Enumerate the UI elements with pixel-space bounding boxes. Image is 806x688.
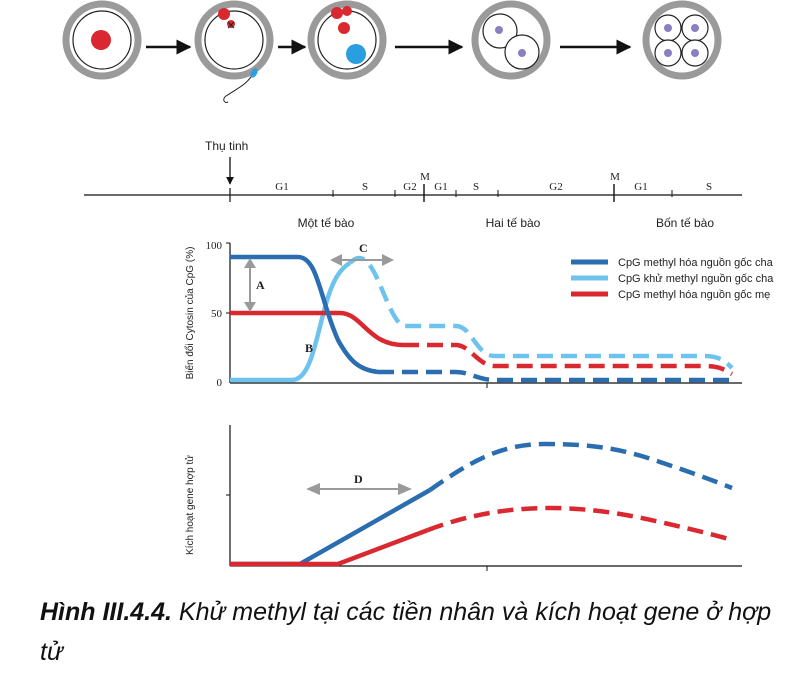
series-maternal-methylated-solid xyxy=(230,310,404,348)
phase-m: M xyxy=(610,171,620,183)
letter-d: D xyxy=(354,472,363,486)
timeline: Thụ tinh G1 S G2 M G1 S G2 M G1 S Một tế… xyxy=(84,139,742,230)
activation-chart: Kích hoạt gene hợp tử D xyxy=(184,425,742,571)
embryo-four-cell xyxy=(642,0,722,80)
legend-paternal-demethylated: CpG khử methyl nguồn gốc cha xyxy=(618,273,774,285)
series-maternal-methylated-dashed xyxy=(403,342,734,376)
series-paternal-methylated-solid xyxy=(230,254,379,375)
phase-g1: G1 xyxy=(434,181,447,193)
series-paternal-demethylated-dashed xyxy=(348,255,734,370)
embryo-stage-3 xyxy=(307,0,387,80)
embryo-two-cell xyxy=(471,0,551,80)
y-tick-100: 100 xyxy=(206,240,223,252)
phase-s: S xyxy=(362,181,368,193)
series-paternal-demethylated-solid xyxy=(230,260,352,383)
phase-g2: G2 xyxy=(549,181,562,193)
y-tick-50: 50 xyxy=(211,308,223,320)
letter-b: B xyxy=(305,341,313,355)
legend-maternal-methylated: CpG methyl hóa nguồn gốc mẹ xyxy=(618,289,770,301)
annotation-c: C xyxy=(330,241,394,266)
series-activation-red-dashed xyxy=(427,505,733,543)
phase-s: S xyxy=(473,181,479,193)
methylation-chart: Biến đổi Cytosin của CpG (%) 100 50 0 A … xyxy=(184,240,774,389)
legend-paternal-methylated: CpG methyl hóa nguồn gốc cha xyxy=(618,257,774,269)
phase-g2: G2 xyxy=(403,181,416,193)
methylation-ylabel: Biến đổi Cytosin của CpG (%) xyxy=(184,247,196,380)
letter-c: C xyxy=(359,241,368,255)
stage-two-cell: Hai tế bào xyxy=(486,216,541,230)
polar-body xyxy=(218,8,230,20)
figure-caption: Hình III.4.4. Khử methyl tại các tiền nh… xyxy=(40,592,800,672)
series-activation-red-solid xyxy=(230,527,429,567)
series-activation-blue-solid xyxy=(230,488,432,567)
phase-g1: G1 xyxy=(634,181,647,193)
caption-text: Khử methyl tại các tiền nhân và kích hoạ… xyxy=(40,598,772,666)
annotation-a: A xyxy=(244,258,265,312)
phase-m: M xyxy=(420,171,430,183)
embryo-stage-2 xyxy=(194,0,274,103)
annotation-d: D xyxy=(306,472,412,495)
y-tick-0: 0 xyxy=(217,377,223,389)
stage-four-cell: Bốn tế bào xyxy=(656,216,714,230)
fertilization-label: Thụ tinh xyxy=(205,139,248,153)
phase-s: S xyxy=(706,181,712,193)
embryo-stage-1 xyxy=(62,0,142,80)
stage-one-cell: Một tế bào xyxy=(298,216,355,230)
phase-g1: G1 xyxy=(275,181,288,193)
maternal-pronucleus xyxy=(338,22,350,34)
maternal-nucleus xyxy=(91,30,111,50)
activation-ylabel: Kích hoạt gene hợp tử xyxy=(184,455,196,555)
legend: CpG methyl hóa nguồn gốc cha CpG khử met… xyxy=(571,257,774,301)
sperm xyxy=(223,71,255,103)
series-activation-blue-dashed xyxy=(428,441,733,492)
series-paternal-methylated-dashed xyxy=(378,369,732,383)
paternal-pronucleus xyxy=(346,44,366,64)
letter-a: A xyxy=(256,278,265,292)
caption-figure-number: Hình III.4.4. xyxy=(40,598,172,626)
